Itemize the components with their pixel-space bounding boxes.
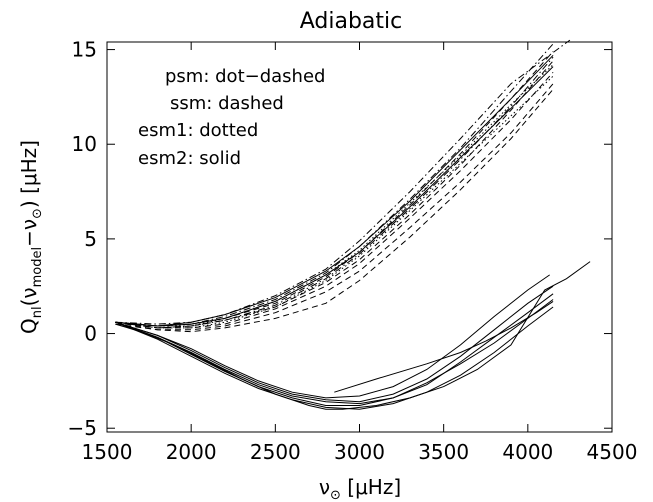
y-tick-label: 0	[84, 322, 97, 346]
x-tick-label: 2500	[250, 440, 301, 464]
chart-title: Adiabatic	[300, 9, 403, 34]
x-tick-label: 2000	[166, 440, 217, 464]
x-axis: 1500 2000 2500 3000 3500 4000 4500	[82, 42, 638, 464]
legend-entry-esm2: esm2: solid	[138, 148, 241, 169]
series-line-18	[334, 301, 553, 392]
x-tick-label: 3500	[418, 440, 469, 464]
x-tick-label: 4500	[587, 440, 638, 464]
y-axis: −5 0 5 10 15	[68, 38, 612, 441]
y-tick-label: 15	[72, 38, 97, 62]
series-line-15	[115, 300, 553, 406]
legend-entry-ssm: ssm: dashed	[170, 93, 284, 114]
x-axis-label: ν⊙ [μHz]	[319, 475, 401, 502]
series-line-13	[115, 275, 549, 398]
x-tick-label: 4000	[502, 440, 553, 464]
series-line-17	[115, 286, 553, 402]
x-tick-label: 3000	[334, 440, 385, 464]
y-tick-label: 5	[84, 227, 97, 251]
legend: psm: dot−dashed ssm: dashed esm1: dotted…	[138, 66, 325, 169]
y-tick-label: −5	[68, 416, 97, 440]
x-tick-label: 1500	[82, 440, 133, 464]
y-tick-label: 10	[72, 132, 97, 156]
legend-entry-esm1: esm1: dotted	[138, 120, 258, 141]
legend-entry-psm: psm: dot−dashed	[165, 66, 325, 87]
series-line-16	[115, 262, 590, 410]
y-axis-label: Qnl(νmodel−ν⊙) [μHz]	[17, 140, 45, 334]
